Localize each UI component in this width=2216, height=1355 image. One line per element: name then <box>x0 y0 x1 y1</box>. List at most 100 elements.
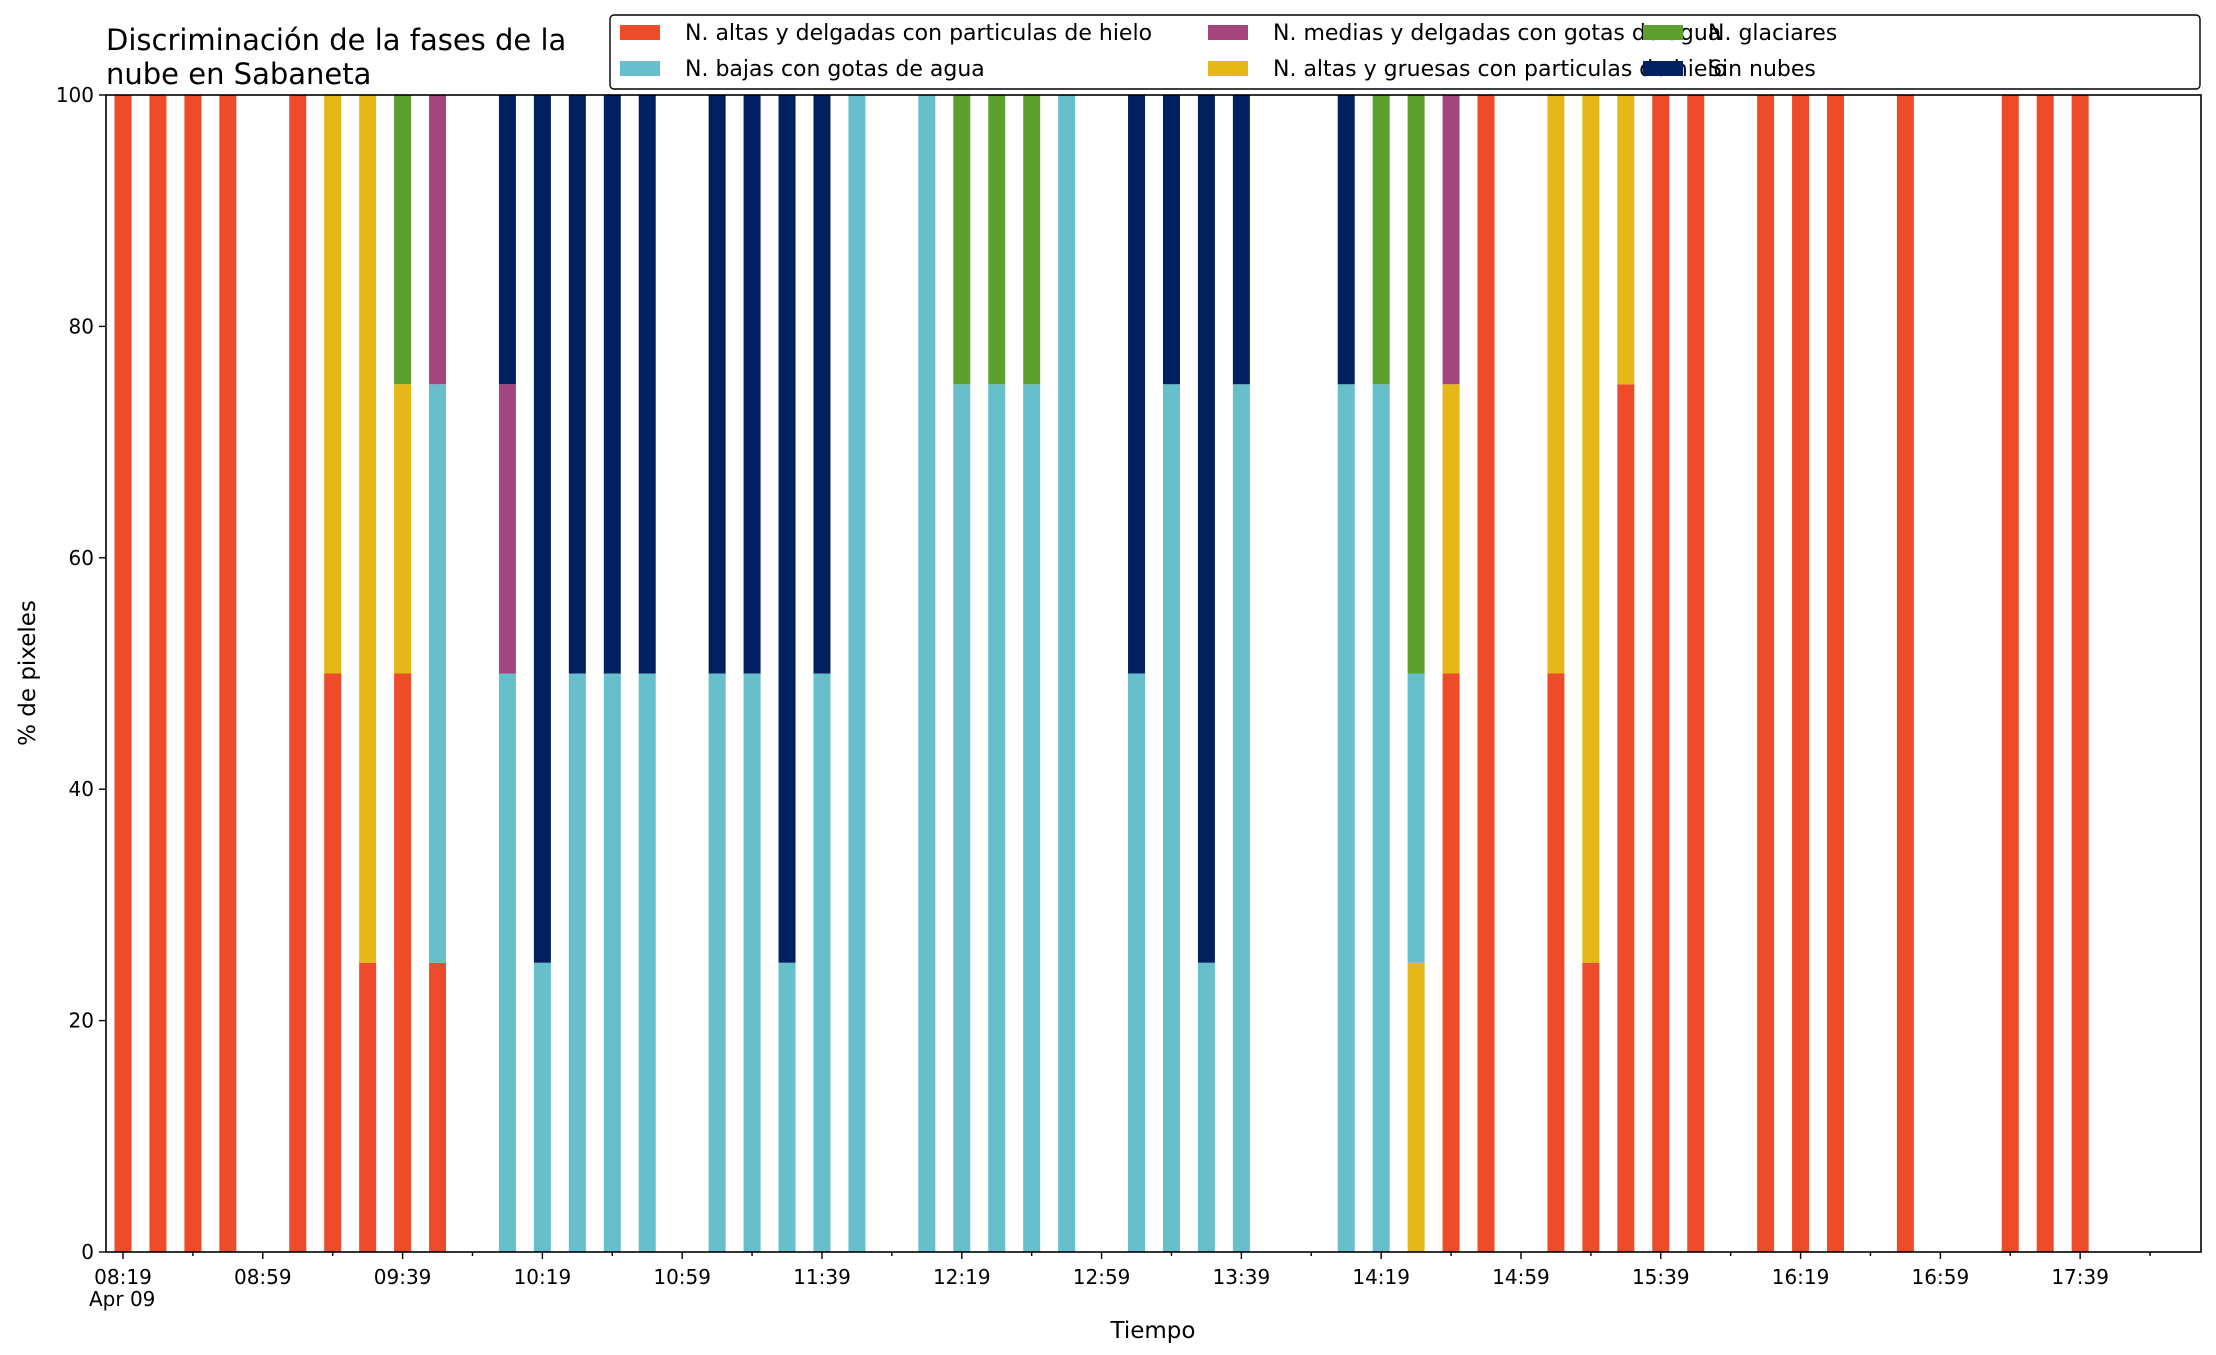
bar-segment-0919-s1 <box>324 95 342 674</box>
bar-segment-0929-s0 <box>359 962 377 1252</box>
x-tick-label: 17:39 <box>2051 1265 2109 1289</box>
x-tick-label: 08:59 <box>234 1265 292 1289</box>
x-axis-label: Tiempo <box>1110 1318 1196 1344</box>
bar-segment-1139-s5 <box>813 95 831 674</box>
bar-segment-1109-s2 <box>708 673 726 1252</box>
bar-segment-1339-s5 <box>1232 95 1250 385</box>
bar-segment-1719-s0 <box>2001 95 2019 1252</box>
x-date-label: Apr 09 <box>89 1287 155 1311</box>
bar-segment-1509-s0 <box>1547 673 1565 1252</box>
bar-segment-1419-s3 <box>1372 95 1390 385</box>
chart-title-line-2: nube en Sabaneta <box>106 57 371 91</box>
bar-segment-1329-s5 <box>1197 95 1215 963</box>
bar-segment-1029-s2 <box>568 673 586 1252</box>
bar-segment-0929-s1 <box>359 95 377 963</box>
x-tick-label: 16:19 <box>1772 1265 1830 1289</box>
legend-label-3: N. glaciares <box>1708 21 1837 46</box>
y-tick-label: 20 <box>69 1009 94 1033</box>
bar-segment-1519-s1 <box>1582 95 1600 963</box>
bar-segment-1449-s0 <box>1477 95 1495 1252</box>
y-tick-label: 80 <box>69 314 94 338</box>
bar-segment-1429-s2 <box>1407 673 1425 963</box>
bar-segment-1319-s2 <box>1162 384 1180 1252</box>
bar-segment-1429-s1 <box>1407 962 1425 1252</box>
bar-segment-1519-s0 <box>1582 962 1600 1252</box>
bars-layer <box>114 95 2089 1252</box>
bar-segment-1209-s2 <box>918 95 936 1252</box>
bar-segment-1229-s3 <box>988 95 1006 385</box>
legend-swatch-2 <box>620 61 660 76</box>
bar-segment-1239-s3 <box>1023 95 1041 385</box>
bar-segment-0819-s0 <box>114 95 132 1252</box>
chart-title-line-1: Discriminación de la fases de la <box>106 23 566 57</box>
bar-segment-1249-s2 <box>1058 95 1076 1252</box>
y-tick-label: 0 <box>81 1240 94 1264</box>
bar-segment-1309-s5 <box>1128 95 1146 674</box>
legend-label-5: Sin nubes <box>1708 57 1816 82</box>
bar-segment-1219-s3 <box>953 95 971 385</box>
bar-segment-1129-s2 <box>778 962 796 1252</box>
x-tick-label: 16:59 <box>1912 1265 1970 1289</box>
bar-segment-1119-s5 <box>743 95 761 674</box>
bar-segment-1539-s0 <box>1652 95 1670 1252</box>
legend-label-2: N. bajas con gotas de agua <box>685 57 985 82</box>
bar-segment-0939-s1 <box>394 384 412 674</box>
legend-swatch-1 <box>1208 61 1248 76</box>
y-tick-label: 60 <box>69 546 94 570</box>
bar-segment-1129-s5 <box>778 95 796 963</box>
bar-segment-1009-s4 <box>498 384 516 674</box>
bar-segment-0849-s0 <box>219 95 237 1252</box>
bar-segment-1419-s2 <box>1372 384 1390 1252</box>
x-tick-label: 09:39 <box>374 1265 432 1289</box>
bar-segment-1139-s2 <box>813 673 831 1252</box>
legend-frame <box>609 14 2201 90</box>
bar-segment-1219-s2 <box>953 384 971 1252</box>
bar-segment-0839-s0 <box>184 95 202 1252</box>
legend-swatch-0 <box>620 25 660 40</box>
x-tick-label: 11:39 <box>793 1265 851 1289</box>
bar-segment-1629-s0 <box>1827 95 1845 1252</box>
bar-segment-0919-s0 <box>324 673 342 1252</box>
bar-segment-1509-s1 <box>1547 95 1565 674</box>
bar-segment-1549-s0 <box>1687 95 1705 1252</box>
bar-segment-1619-s0 <box>1792 95 1810 1252</box>
y-tick-label: 100 <box>56 83 94 107</box>
bar-segment-1029-s5 <box>568 95 586 674</box>
bar-segment-1049-s5 <box>638 95 656 674</box>
legend-swatch-5 <box>1643 61 1683 76</box>
bar-segment-1409-s5 <box>1337 95 1355 385</box>
x-tick-label: 13:39 <box>1213 1265 1271 1289</box>
bar-segment-1239-s2 <box>1023 384 1041 1252</box>
bar-segment-1739-s0 <box>2071 95 2089 1252</box>
legend-swatch-3 <box>1643 25 1683 40</box>
bar-segment-1439-s1 <box>1442 384 1460 674</box>
x-axis: 08:19 08:59 09:39 10:19 10:59 11:39 12:19 12:59… <box>94 1252 2151 1289</box>
bar-segment-1329-s2 <box>1197 962 1215 1252</box>
bar-segment-0909-s0 <box>289 95 307 1252</box>
bar-segment-1729-s0 <box>2036 95 2054 1252</box>
bar-segment-1529-s0 <box>1617 384 1635 1252</box>
bar-segment-1609-s0 <box>1757 95 1775 1252</box>
legend-label-0: N. altas y delgadas con particulas de hi… <box>685 21 1152 46</box>
y-axis: 0 20 40 60 80 100 <box>56 83 106 1264</box>
x-tick-label: 15:39 <box>1632 1265 1690 1289</box>
bar-segment-1039-s5 <box>603 95 621 674</box>
bar-segment-0939-s0 <box>394 673 412 1252</box>
bar-segment-1039-s2 <box>603 673 621 1252</box>
bar-segment-1429-s3 <box>1407 95 1425 674</box>
bar-segment-1119-s2 <box>743 673 761 1252</box>
plot-frame <box>105 94 2202 1253</box>
bar-segment-1019-s2 <box>533 962 551 1252</box>
x-tick-label: 10:59 <box>653 1265 711 1289</box>
bar-segment-0949-s0 <box>429 962 447 1252</box>
bar-segment-1309-s2 <box>1128 673 1146 1252</box>
x-tick-label: 12:19 <box>933 1265 991 1289</box>
x-tick-label: 14:19 <box>1352 1265 1410 1289</box>
bar-segment-1019-s5 <box>533 95 551 963</box>
legend-swatch-4 <box>1208 25 1248 40</box>
bar-segment-1319-s5 <box>1162 95 1180 385</box>
bar-segment-0949-s2 <box>429 384 447 963</box>
bar-segment-0829-s0 <box>149 95 167 1252</box>
